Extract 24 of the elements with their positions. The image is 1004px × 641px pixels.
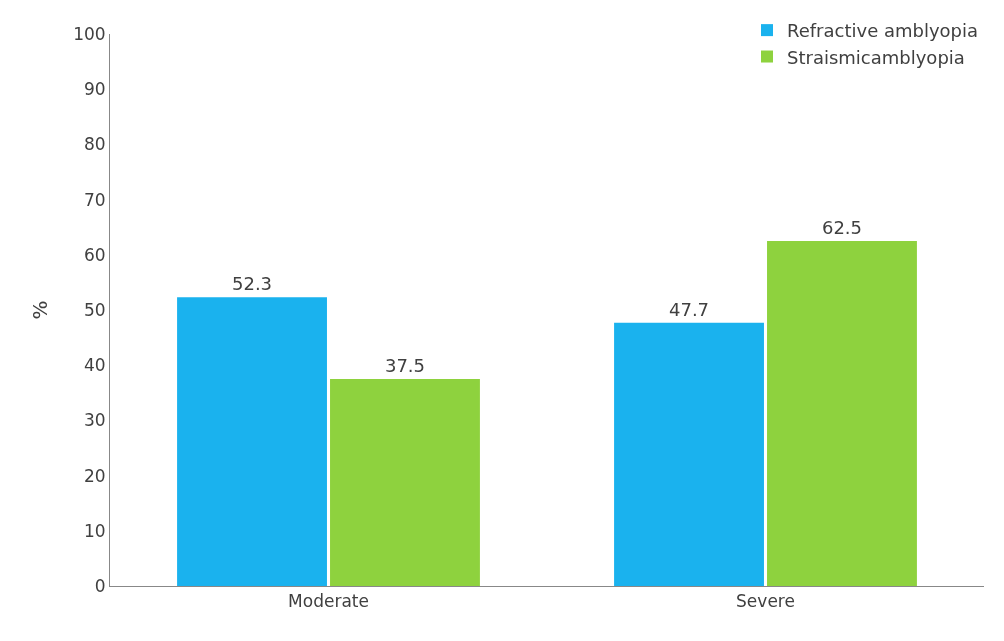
y-tick-label: 0 (94, 575, 106, 596)
y-tick-label: 90 (83, 79, 106, 100)
legend-label: Refractive amblyopia (787, 20, 979, 42)
y-tick-label: 100 (73, 23, 106, 44)
data-label: 52.3 (231, 273, 273, 295)
legend-label: Straismicamblyopia (787, 46, 965, 68)
y-tick-label: 60 (83, 244, 106, 265)
y-axis-title: % (27, 300, 52, 320)
x-tick-label: Severe (736, 591, 795, 612)
y-tick-label: 50 (83, 299, 106, 320)
data-label: 37.5 (384, 355, 426, 376)
y-tick-label: 20 (83, 465, 106, 486)
y-tick-label: 80 (83, 134, 106, 155)
bar (330, 379, 480, 586)
y-tick-label: 10 (83, 520, 106, 541)
y-tick-label: 70 (83, 189, 106, 210)
bar (614, 322, 764, 586)
y-tick-label: 30 (83, 410, 106, 431)
data-label: 62.5 (821, 217, 863, 238)
data-label: 47.7 (668, 298, 710, 320)
bar (767, 241, 917, 586)
bar (177, 297, 327, 586)
x-tick-label: Moderate (288, 591, 369, 612)
y-tick-label: 40 (83, 355, 106, 376)
